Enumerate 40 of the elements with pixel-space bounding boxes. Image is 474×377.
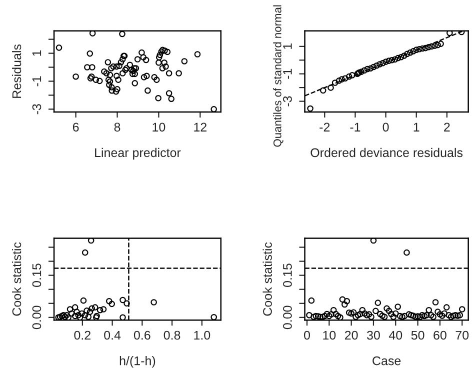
y-axis-title: Residuals <box>12 44 22 98</box>
x-tick-label: 1 <box>414 122 420 132</box>
y-tick-label: -3 <box>32 104 42 114</box>
y-axis-title: Cook statistic <box>262 242 272 316</box>
y-tick-label: -1 <box>283 68 292 79</box>
x-tick-label: 1.0 <box>194 330 210 340</box>
x-tick-label: 0.4 <box>104 330 121 340</box>
x-tick-label: 0.6 <box>134 330 150 340</box>
x-tick-label: 0 <box>304 330 310 340</box>
x-tick-label: 20 <box>344 330 358 340</box>
x-tick-label: 6 <box>72 122 79 132</box>
x-axis-title: Ordered deviance residuals <box>310 148 463 158</box>
y-axis-title: Quantiles of standard normal <box>273 5 284 147</box>
x-tick-label: 0 <box>382 122 389 132</box>
x-axis-title: Case <box>372 356 401 366</box>
x-axis-title: h/(1-h) <box>120 356 156 368</box>
y-tick-label: 1 <box>32 50 42 56</box>
x-tick-label: -1 <box>350 122 360 132</box>
x-tick-label: 0.8 <box>164 330 180 340</box>
x-tick-label: -2 <box>320 122 330 132</box>
y-tick-label: 0.00 <box>283 306 292 330</box>
x-tick-label: 60 <box>434 330 446 340</box>
x-tick-label: 12 <box>194 122 206 132</box>
y-tick-label: 1 <box>283 44 292 49</box>
y-tick-label: -1 <box>32 76 42 86</box>
x-tick-label: 8 <box>114 122 120 132</box>
y-tick-label: -3 <box>283 96 292 106</box>
y-tick-label: 0.15 <box>283 264 292 287</box>
x-tick-label: 30 <box>367 330 380 340</box>
x-tick-label: 40 <box>388 330 402 340</box>
x-tick-label: 2 <box>444 122 450 132</box>
x-tick-label: 0.2 <box>74 330 90 340</box>
x-axis-title: Linear predictor <box>95 148 181 160</box>
x-tick-label: 50 <box>411 330 424 340</box>
x-tick-label: 10 <box>152 122 166 132</box>
y-axis-title: Cook statistic <box>12 242 22 316</box>
y-tick-label: 0.15 <box>32 264 42 287</box>
y-tick-label: 0.00 <box>32 306 42 330</box>
x-tick-label: 70 <box>456 330 469 340</box>
x-tick-label: 10 <box>323 330 336 340</box>
